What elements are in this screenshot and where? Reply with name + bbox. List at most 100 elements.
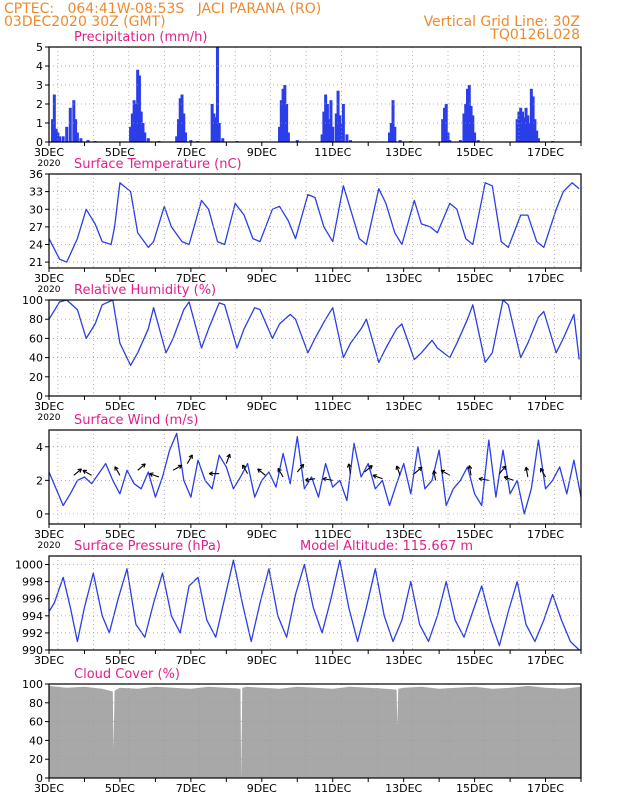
y-tick-label: 994 [22,610,43,623]
y-tick-label: 4 [36,60,43,73]
wind-arrow-head [82,469,87,475]
precip-bar [134,104,138,142]
header-model: TQ0126L028 [490,27,580,43]
wind-arrow [346,463,352,474]
x-tick-label: 11DEC [314,272,351,285]
x-tick-label: 3DEC [34,400,64,413]
precip-bar [139,111,143,142]
panel-title: Precipitation (mm/h) [74,30,207,45]
precip-bar [214,117,218,142]
wind-arrow-head [432,470,437,475]
precip-bar [217,123,221,142]
panel-frame [48,173,582,269]
x-tick-label: 17DEC [527,400,564,413]
precip-bar [176,119,180,142]
precip-bar [517,111,521,142]
x-tick-label: 13DEC [385,528,422,541]
x-tick-label: 13DEC [385,146,422,159]
panel-title: Relative Humidity (%) [74,283,216,298]
precip-bar [469,105,473,142]
y-tick-label: 80 [29,313,43,326]
x-tick-label: 3DEC [34,654,64,667]
precip-bar [398,140,402,142]
precip-bar [74,119,78,142]
precip-bar [336,90,340,142]
panel-frame [48,683,582,779]
panel-temp: Surface Temperature (nC) 21 24 27 30 33 36 3DEC… [29,157,582,295]
wind-arrow [432,470,437,481]
precip-bar [442,107,446,142]
precip-bar [68,107,72,142]
x-tick-label: 5DEC [105,272,135,285]
wind-arrow [257,468,266,476]
wind-arrow-shaft [137,463,146,471]
wind-arrow-head [539,467,545,473]
precip-bar [473,132,477,142]
panel-annotation: Model Altitude: 115.667 m [300,539,473,554]
x-tick-label: 15DEC [456,782,493,795]
x-tick-label: 9DEC [247,272,277,285]
x-tick-label: 9DEC [247,146,277,159]
y-tick-label: 1 [36,117,43,130]
wind-arrow-shaft [478,478,489,481]
precip-bar [529,88,533,142]
precip-bar [393,126,397,142]
x-tick-label: 7DEC [176,782,206,795]
precip-bar [278,126,282,142]
precip-bar [286,132,290,142]
x-tick-label: 15DEC [456,272,493,285]
precip-bar [467,85,471,142]
wind-arrow-shaft [225,453,231,464]
panel-title: Surface Pressure (hPa) [74,539,221,554]
wind-arrow [539,467,547,478]
plot-data [49,182,580,263]
y-tick-label: 100 [22,678,43,691]
y-tick-label: 0 [36,390,43,403]
y-tick-label: 0 [36,136,43,149]
wind-arrow [413,466,423,475]
wind-arrow-head [299,463,305,469]
y-tick-label: 21 [29,256,43,269]
x-tick-label: 15DEC [456,528,493,541]
precip-bar [528,123,532,142]
precip-bar [136,69,140,142]
y-tick-label: 996 [22,593,43,606]
x-tick-label: 5DEC [105,654,135,667]
x-tick-label: 11DEC [314,528,351,541]
wind-arrow [137,463,146,471]
wind-arrow-shaft [396,465,401,476]
wind-arrow-shaft [242,464,249,474]
x-tick-label: 5DEC [105,782,135,795]
wind-arrow-shaft [468,465,472,476]
pressure-series-line [49,559,580,650]
wind-arrow-shaft [257,468,266,476]
wind-series-line [49,432,581,515]
wind-arrow-head [372,474,378,479]
wind-arrow-head [188,454,193,459]
x-tick-label: 9DEC [247,782,277,795]
x-tick-label: 15DEC [456,654,493,667]
precip-bar [180,94,184,142]
x-year-label: 2020 [38,413,61,423]
y-tick-label: 20 [29,753,43,766]
y-tick-label: 998 [22,576,43,589]
header-datetime: 03DEC2020 30Z (GMT) [4,14,166,30]
precip-bar [458,140,462,142]
y-tick-label: 0 [36,772,43,785]
x-tick-label: 11DEC [314,654,351,667]
wind-arrow-head [257,468,262,473]
wind-arrow-shaft [73,468,82,476]
wind-arrow-shaft [322,478,333,481]
x-tick-label: 17DEC [527,146,564,159]
precip-bar [295,140,299,142]
wind-arrow-shaft [296,463,305,473]
precip-bar [215,47,219,142]
wind-arrow-head [440,469,446,475]
precip-bar [143,132,147,142]
precip-bar [279,100,283,142]
x-tick-label: 5DEC [105,400,135,413]
wind-arrow [73,468,82,476]
wind-arrow-shaft [172,464,183,471]
precip-bar [325,104,329,142]
precip-bar [281,88,285,142]
